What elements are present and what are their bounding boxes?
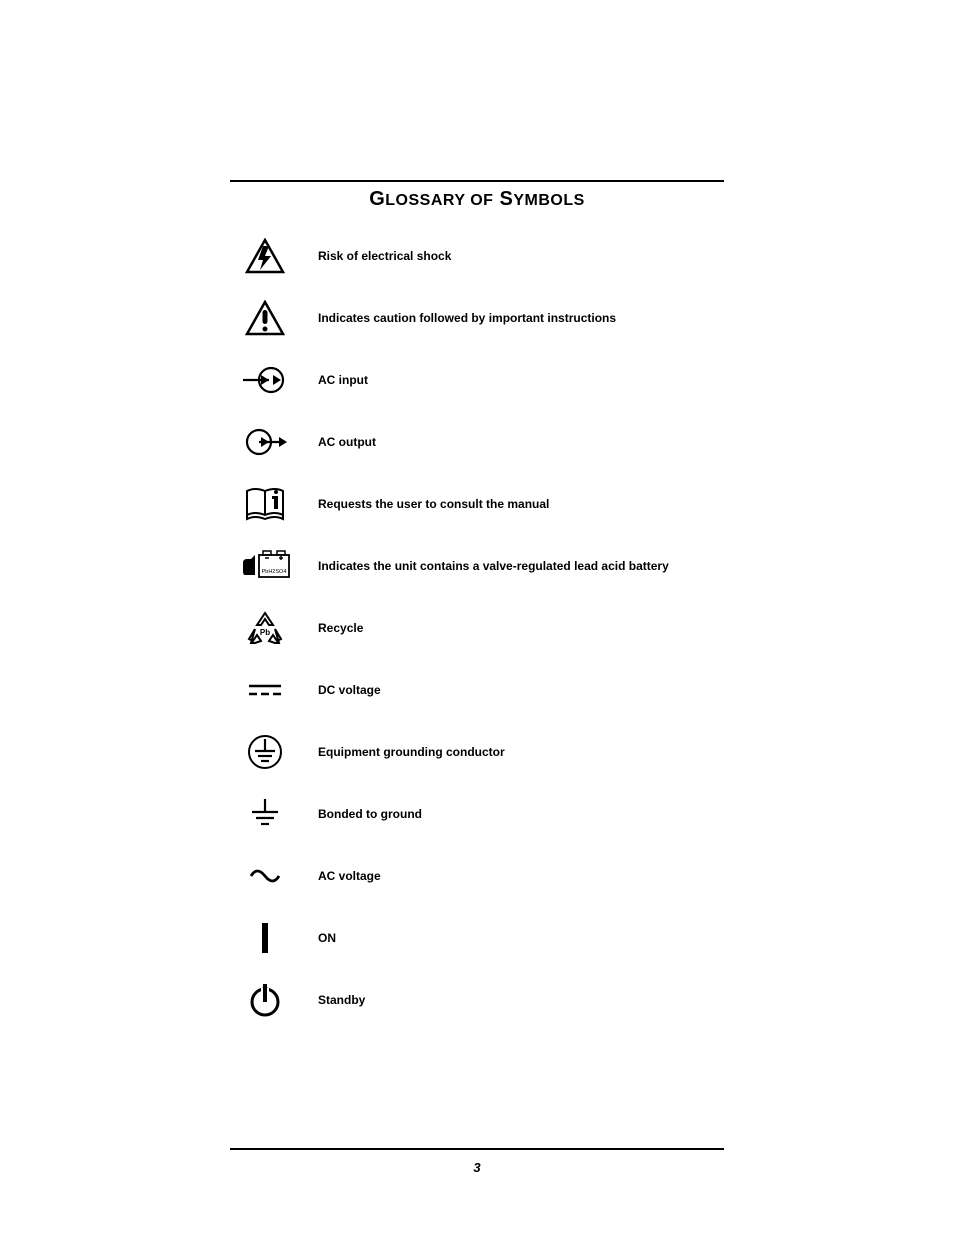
svg-text:Pb: Pb	[260, 628, 270, 637]
glossary-label: Requests the user to consult the manual	[300, 497, 549, 511]
bottom-rule	[230, 1148, 724, 1150]
glossary-row: Indicates caution followed by important …	[230, 287, 724, 349]
glossary-label: Bonded to ground	[300, 807, 422, 821]
ac-voltage-icon	[230, 867, 300, 885]
glossary-label: Equipment grounding conductor	[300, 745, 505, 759]
manual-icon	[230, 485, 300, 523]
on-icon	[230, 921, 300, 955]
battery-icon: PbH2SO4	[230, 549, 300, 583]
glossary-row: Bonded to ground	[230, 783, 724, 845]
ground-bonded-icon	[230, 797, 300, 831]
caution-icon	[230, 300, 300, 336]
glossary-row: Equipment grounding conductor	[230, 721, 724, 783]
glossary-row: Pb Recycle	[230, 597, 724, 659]
glossary-row: Risk of electrical shock	[230, 225, 724, 287]
ac-input-icon	[230, 365, 300, 395]
top-rule	[230, 180, 724, 182]
glossary-row: DC voltage	[230, 659, 724, 721]
dc-voltage-icon	[230, 680, 300, 700]
glossary-label: Indicates caution followed by important …	[300, 311, 616, 325]
glossary-label: Standby	[300, 993, 365, 1007]
glossary-list: Risk of electrical shock Indicates cauti…	[230, 225, 724, 1031]
svg-text:PbH2SO4: PbH2SO4	[262, 569, 287, 575]
glossary-row: Requests the user to consult the manual	[230, 473, 724, 535]
glossary-row: AC output	[230, 411, 724, 473]
glossary-label: ON	[300, 931, 336, 945]
glossary-row: ON	[230, 907, 724, 969]
glossary-row: Standby	[230, 969, 724, 1031]
page: GLOSSARY OF SYMBOLS Risk of electrical s…	[0, 0, 954, 1235]
glossary-label: Recycle	[300, 621, 363, 635]
glossary-label: Risk of electrical shock	[300, 249, 451, 263]
glossary-label: Indicates the unit contains a valve-regu…	[300, 559, 669, 573]
glossary-row: AC voltage	[230, 845, 724, 907]
recycle-icon: Pb	[230, 609, 300, 647]
glossary-row: PbH2SO4 Indicates the unit contains a va…	[230, 535, 724, 597]
glossary-label: AC output	[300, 435, 376, 449]
glossary-label: DC voltage	[300, 683, 381, 697]
glossary-row: AC input	[230, 349, 724, 411]
standby-icon	[230, 982, 300, 1018]
glossary-label: AC input	[300, 373, 368, 387]
ac-output-icon	[230, 427, 300, 457]
page-title: GLOSSARY OF SYMBOLS	[230, 188, 724, 211]
glossary-label: AC voltage	[300, 869, 381, 883]
page-number: 3	[0, 1160, 954, 1175]
shock-icon	[230, 238, 300, 274]
ground-equipment-icon	[230, 733, 300, 771]
